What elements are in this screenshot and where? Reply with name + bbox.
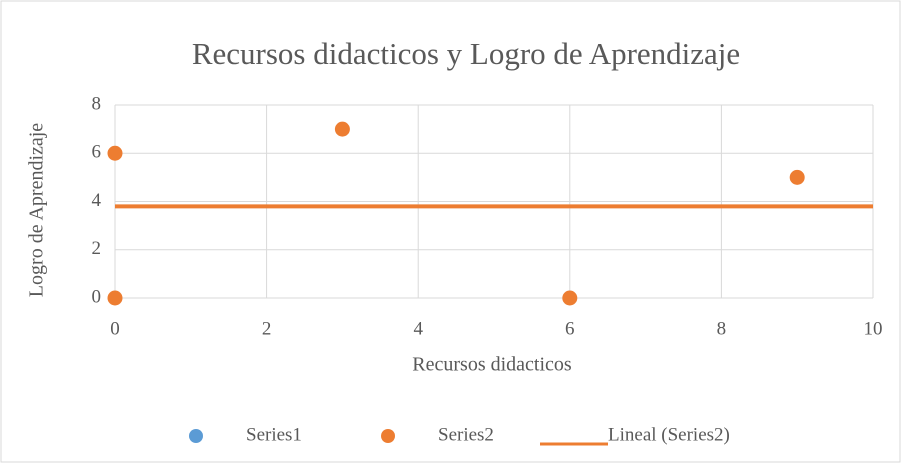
legend-marker [189,429,203,443]
legend-marker [381,429,395,443]
data-point [107,290,123,306]
x-tick-label: 10 [864,318,883,339]
y-tick-label: 4 [92,190,102,211]
legend-label: Lineal (Series2) [608,424,730,445]
x-axis-label: Recursos didacticos [412,354,572,376]
x-tick-label: 6 [565,318,575,339]
chart-title: Recursos didacticos y Logro de Aprendiza… [192,36,740,71]
x-tick-label: 4 [413,318,423,339]
y-tick-label: 8 [92,93,102,114]
y-tick-label: 2 [92,238,102,259]
x-tick-label: 0 [110,318,120,339]
legend-label: Series2 [438,424,494,445]
y-tick-label: 0 [92,286,102,307]
x-tick-label: 2 [262,318,272,339]
x-tick-label: 8 [717,318,727,339]
legend-label: Series1 [246,424,302,445]
data-point [789,169,805,185]
y-axis-label: Logro de Aprendizaje [26,123,48,297]
data-point [562,290,578,306]
data-point [334,121,350,137]
data-point [107,145,123,161]
y-tick-label: 6 [92,142,102,163]
